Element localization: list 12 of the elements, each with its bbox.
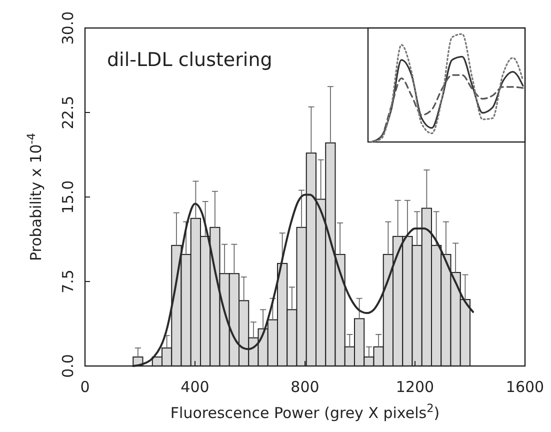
y-tick-label: 7.5: [59, 270, 77, 294]
x-tick-label: 1200: [396, 378, 434, 396]
y-tick-label: 30.0: [59, 11, 77, 45]
x-tick-label: 800: [290, 378, 320, 396]
y-tick-label: 15.0: [59, 180, 77, 214]
x-tick-label: 1600: [506, 378, 544, 396]
x-tick-label: 0: [80, 378, 90, 396]
y-tick-label: 0.0: [59, 354, 77, 378]
y-tick-label: 22.5: [59, 96, 77, 130]
text: dil-LDL clustering: [107, 49, 272, 71]
x-tick-label: 400: [180, 378, 210, 396]
x-axis-title: Fluorescence Power (grey X pixels$^{2}$): [170, 402, 440, 422]
